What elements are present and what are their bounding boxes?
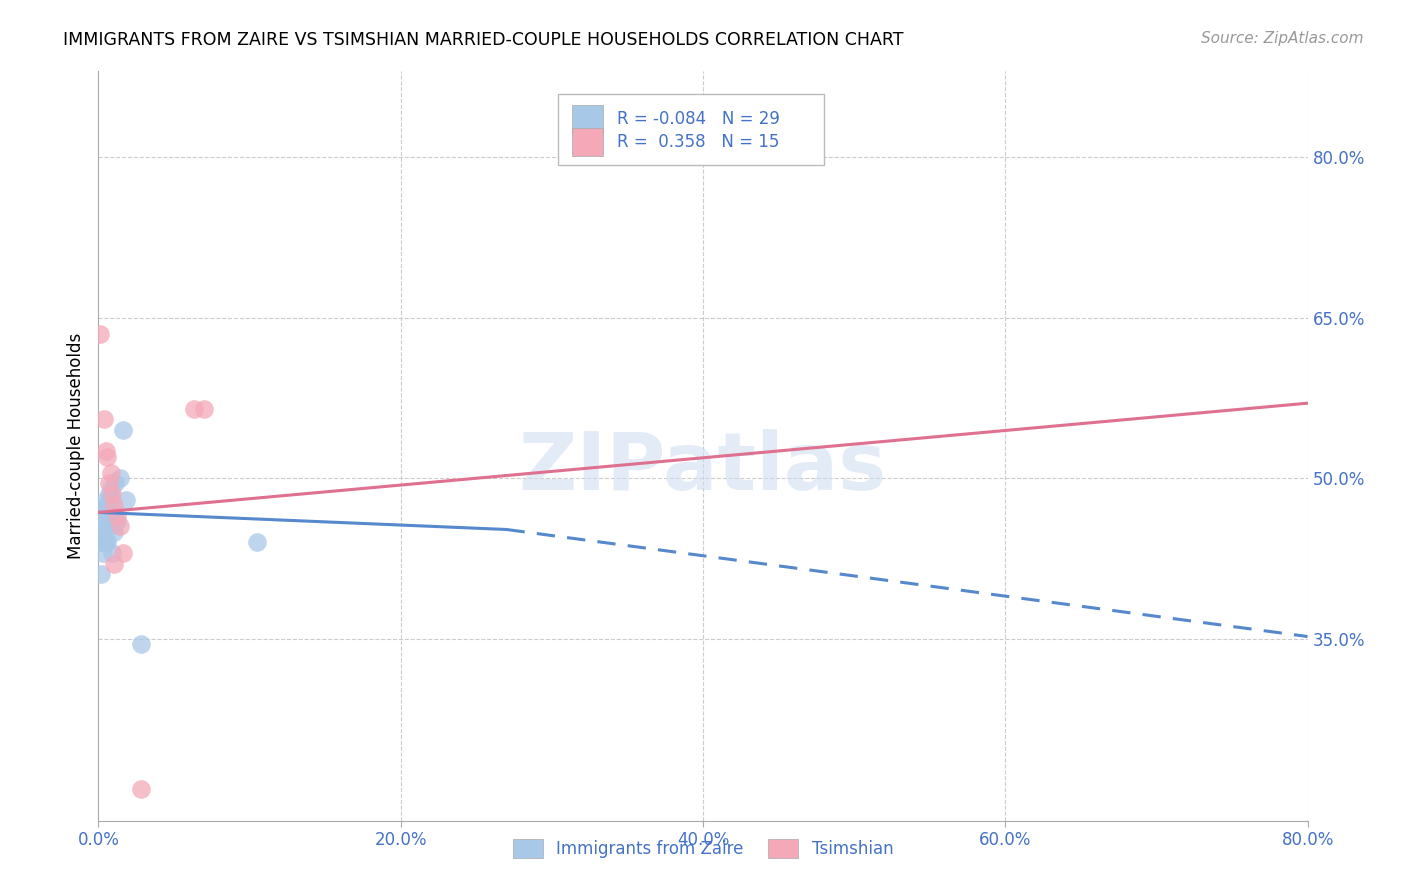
Point bbox=[101, 519, 124, 533]
Point bbox=[94, 492, 117, 507]
Point bbox=[90, 567, 112, 582]
Point bbox=[193, 401, 215, 416]
Point bbox=[91, 503, 114, 517]
Point bbox=[91, 519, 114, 533]
Point bbox=[100, 514, 122, 528]
Y-axis label: Married-couple Households: Married-couple Households bbox=[66, 333, 84, 559]
Point bbox=[90, 535, 112, 549]
Point bbox=[246, 535, 269, 549]
Point bbox=[100, 482, 122, 496]
FancyBboxPatch shape bbox=[572, 128, 603, 156]
Point bbox=[108, 471, 131, 485]
Point bbox=[105, 514, 128, 528]
Point bbox=[96, 450, 118, 464]
Point bbox=[98, 476, 121, 491]
Point bbox=[111, 546, 134, 560]
Point bbox=[89, 326, 111, 341]
Point bbox=[94, 535, 117, 549]
Point bbox=[103, 524, 125, 539]
Point bbox=[98, 487, 121, 501]
Point bbox=[129, 637, 152, 651]
Point bbox=[129, 781, 152, 796]
Point bbox=[104, 476, 127, 491]
Point bbox=[93, 412, 115, 426]
Point bbox=[103, 557, 125, 571]
Legend: Immigrants from Zaire, Tsimshian: Immigrants from Zaire, Tsimshian bbox=[506, 832, 900, 864]
FancyBboxPatch shape bbox=[558, 94, 824, 165]
Point bbox=[89, 519, 111, 533]
Point bbox=[183, 401, 205, 416]
Point bbox=[93, 508, 115, 523]
Point bbox=[114, 492, 136, 507]
Point bbox=[103, 498, 125, 512]
Point bbox=[96, 519, 118, 533]
Text: IMMIGRANTS FROM ZAIRE VS TSIMSHIAN MARRIED-COUPLE HOUSEHOLDS CORRELATION CHART: IMMIGRANTS FROM ZAIRE VS TSIMSHIAN MARRI… bbox=[63, 31, 904, 49]
Text: R =  0.358   N = 15: R = 0.358 N = 15 bbox=[617, 133, 779, 151]
Point bbox=[108, 519, 131, 533]
Point bbox=[105, 508, 128, 523]
Point bbox=[93, 535, 115, 549]
Text: Source: ZipAtlas.com: Source: ZipAtlas.com bbox=[1201, 31, 1364, 46]
Point bbox=[96, 535, 118, 549]
Point bbox=[101, 487, 124, 501]
Point bbox=[100, 466, 122, 480]
Point bbox=[96, 498, 118, 512]
FancyBboxPatch shape bbox=[572, 105, 603, 134]
Point bbox=[91, 546, 114, 560]
Point bbox=[111, 423, 134, 437]
Point bbox=[101, 546, 124, 560]
Point bbox=[98, 503, 121, 517]
Point bbox=[94, 444, 117, 458]
Text: ZIPatlas: ZIPatlas bbox=[519, 429, 887, 508]
Point bbox=[103, 503, 125, 517]
Point bbox=[94, 514, 117, 528]
Text: R = -0.084   N = 29: R = -0.084 N = 29 bbox=[617, 111, 780, 128]
